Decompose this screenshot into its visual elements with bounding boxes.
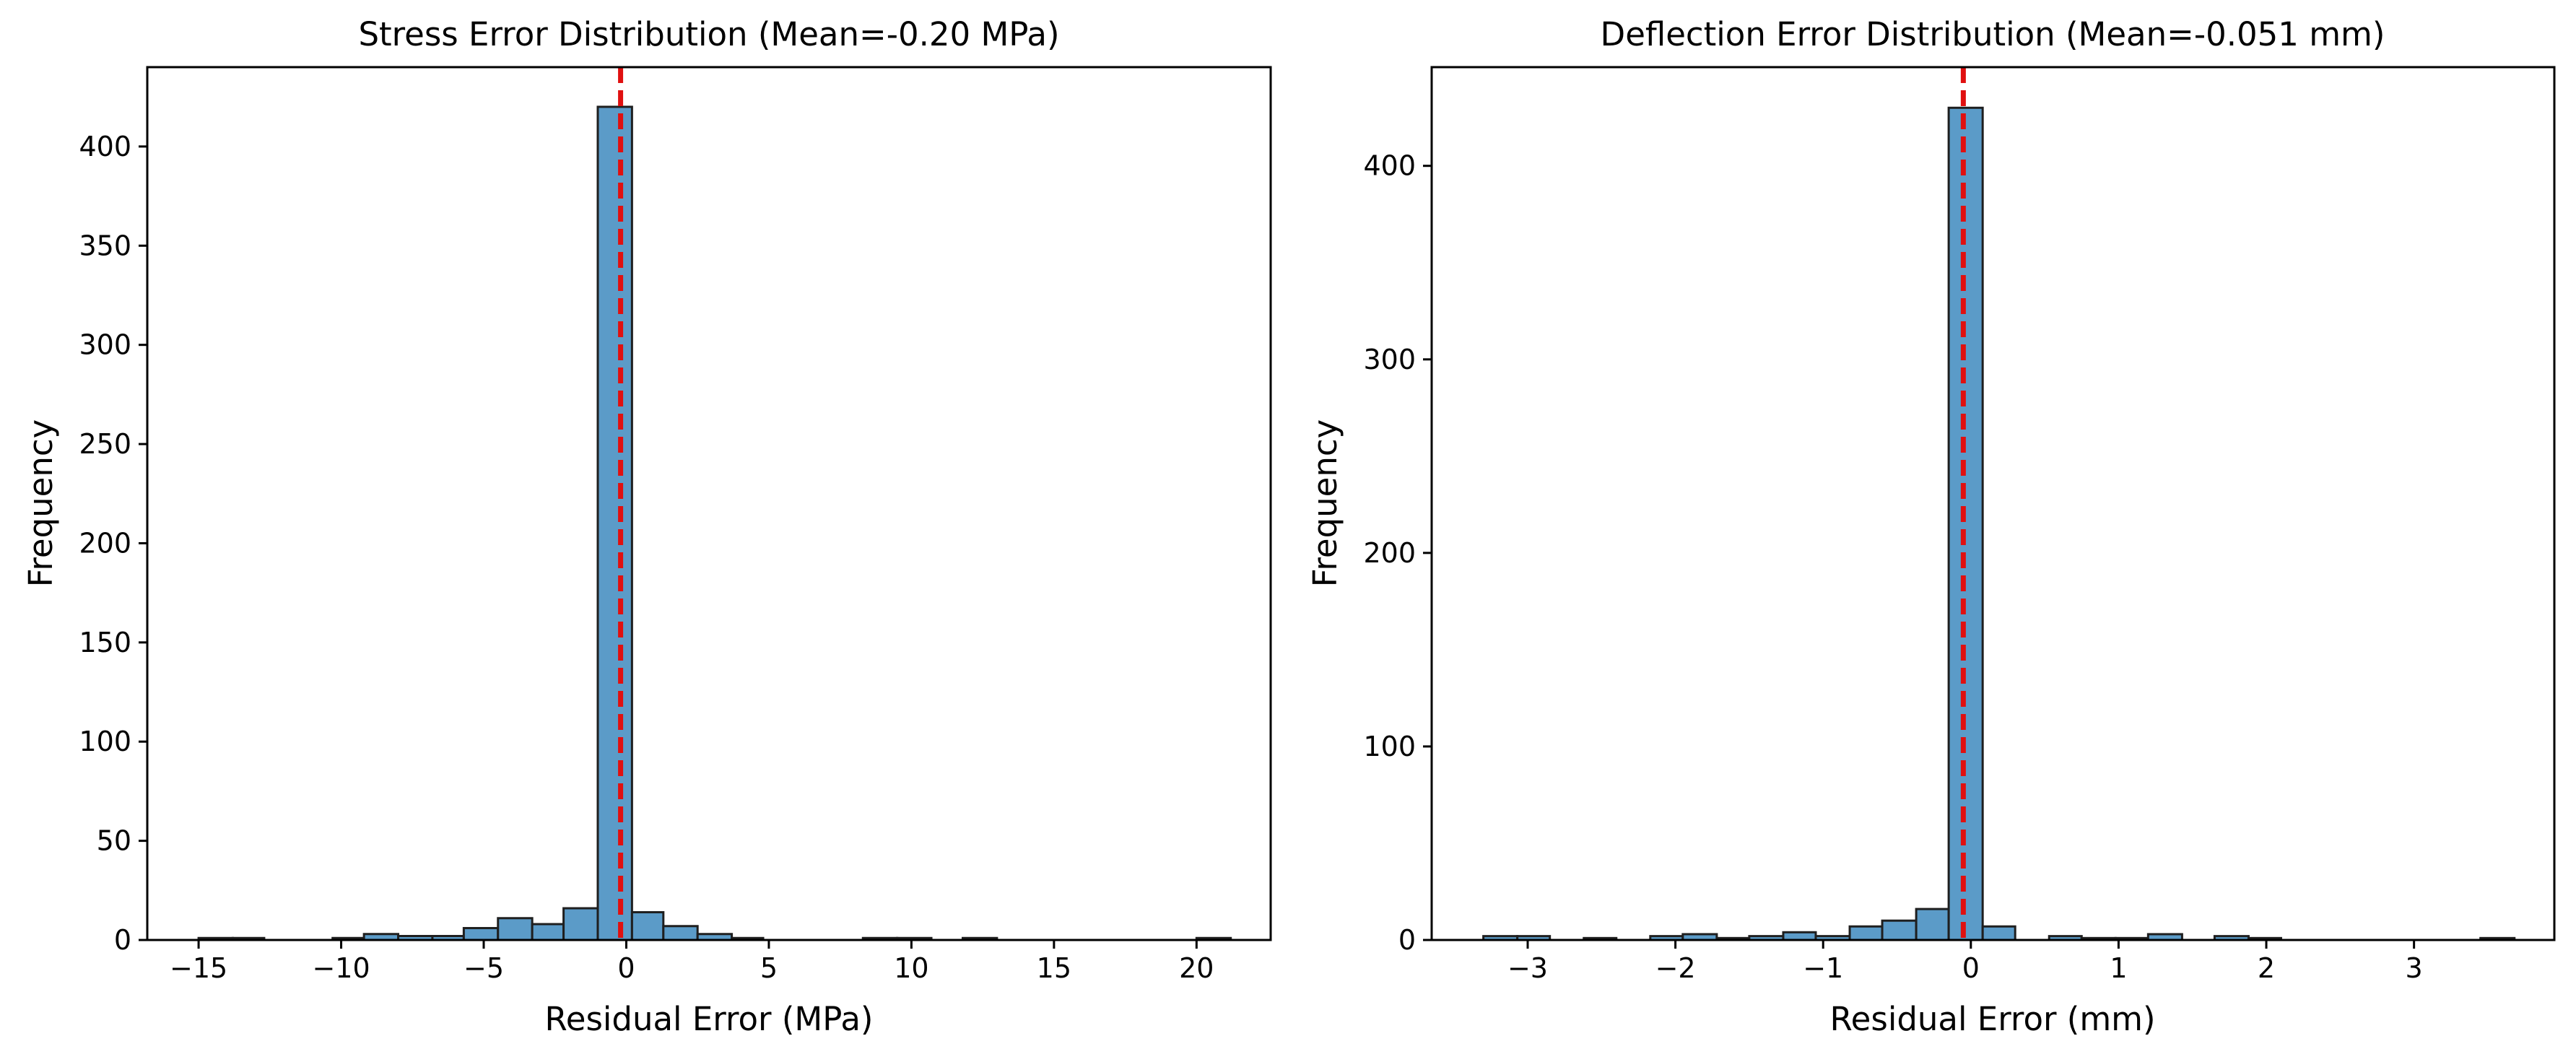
stress-chart-y-tick-label: 0: [114, 924, 131, 956]
stress-chart-bar: [564, 908, 598, 940]
deflection-chart-bar: [1783, 932, 1816, 940]
deflection-chart-y-tick-label: 0: [1398, 924, 1416, 956]
stress-chart-bar: [663, 926, 697, 940]
stress-chart-x-tick-label: 0: [617, 952, 635, 984]
stress-chart-y-tick-label: 150: [79, 627, 131, 658]
deflection-chart-y-tick-label: 300: [1363, 344, 1416, 375]
stress-chart-y-tick-label: 350: [79, 230, 131, 261]
stress-chart-x-tick-label: −5: [464, 952, 504, 984]
deflection-chart-x-tick-label: 3: [2406, 952, 2423, 984]
deflection-chart-bar: [1882, 920, 1916, 940]
stress-chart-x-axis-label: Residual Error (MPa): [545, 1000, 874, 1038]
stress-chart-y-tick-label: 200: [79, 527, 131, 559]
deflection-chart-x-tick-label: 1: [2110, 952, 2127, 984]
deflection-chart-x-tick-label: −2: [1655, 952, 1696, 984]
stress-chart-x-tick-label: 20: [1179, 952, 1214, 984]
stress-chart-title: Stress Error Distribution (Mean=-0.20 MP…: [358, 15, 1059, 53]
stress-chart-y-tick-label: 50: [97, 825, 131, 857]
stress-chart-y-tick-label: 100: [79, 726, 131, 757]
deflection-chart-x-tick-label: 0: [1962, 952, 1980, 984]
deflection-chart-bar: [1916, 909, 1949, 940]
deflection-chart-x-tick-label: −3: [1507, 952, 1548, 984]
deflection-chart-y-tick-label: 100: [1363, 731, 1416, 762]
stress-chart-y-tick-label: 250: [79, 428, 131, 460]
deflection-chart-y-axis-label: Frequency: [1306, 419, 1344, 587]
stress-chart-x-tick-label: 15: [1037, 952, 1071, 984]
deflection-chart-x-tick-label: −1: [1803, 952, 1843, 984]
stress-chart-x-tick-label: 10: [894, 952, 928, 984]
stress-chart-bar: [632, 913, 663, 940]
stress-chart-x-tick-label: −15: [170, 952, 227, 984]
stress-chart-y-axis-label: Frequency: [22, 419, 60, 587]
stress-chart-y-tick-label: 400: [79, 131, 131, 162]
deflection-chart-title: Deflection Error Distribution (Mean=-0.0…: [1601, 15, 2385, 53]
deflection-chart-x-axis-label: Residual Error (mm): [1829, 1000, 2155, 1038]
stress-chart-y-tick-label: 300: [79, 329, 131, 361]
deflection-chart-y-tick-label: 400: [1363, 150, 1416, 182]
stress-chart-x-tick-label: 5: [760, 952, 778, 984]
stress-chart-bar: [464, 928, 497, 940]
deflection-chart-bar: [1983, 926, 2015, 940]
stress-chart-bar: [532, 924, 563, 940]
stress-chart-x-tick-label: −10: [312, 952, 370, 984]
deflection-chart-y-tick-label: 200: [1363, 537, 1416, 569]
stress-chart-bar: [598, 107, 632, 940]
deflection-chart-x-tick-label: 2: [2258, 952, 2275, 984]
stress-chart-bar: [498, 918, 532, 940]
deflection-chart-bar: [1850, 926, 1882, 940]
